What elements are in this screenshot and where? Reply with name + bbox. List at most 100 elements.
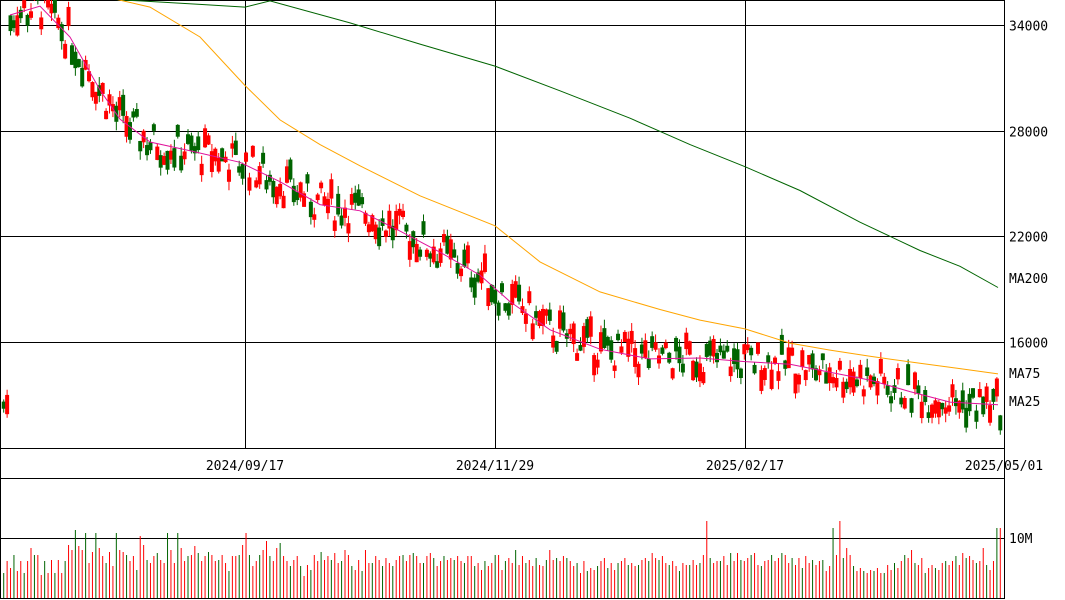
candle	[244, 151, 249, 165]
candle	[158, 150, 163, 176]
candle	[336, 185, 341, 217]
candle	[438, 242, 443, 267]
candle	[5, 389, 10, 418]
candle	[558, 305, 563, 337]
candle	[267, 170, 272, 186]
candle	[441, 229, 446, 246]
candle	[636, 361, 641, 386]
candle	[957, 400, 962, 419]
candle	[674, 336, 679, 360]
candle	[534, 305, 539, 326]
candle	[448, 233, 453, 268]
candle	[496, 300, 501, 321]
candle	[339, 208, 344, 229]
candle	[319, 180, 324, 194]
candle	[168, 144, 173, 165]
candle	[216, 152, 221, 174]
candle	[909, 397, 914, 418]
candle	[407, 233, 412, 267]
candle	[827, 362, 832, 391]
candle	[807, 354, 812, 372]
candle	[424, 248, 429, 261]
candle	[56, 14, 61, 31]
candle	[131, 108, 136, 122]
candle	[974, 404, 979, 429]
candle	[684, 327, 689, 356]
candle	[633, 340, 638, 374]
candle	[124, 111, 129, 143]
candle	[639, 337, 644, 360]
candle	[554, 340, 559, 355]
candle	[940, 402, 945, 416]
candle	[872, 373, 877, 387]
candle	[203, 124, 208, 149]
candle	[588, 311, 593, 345]
candle	[500, 281, 504, 296]
date-tick-label: 2024/09/17	[206, 459, 284, 474]
candle	[390, 219, 395, 249]
candle	[848, 360, 853, 395]
candle	[349, 187, 354, 210]
candle	[602, 319, 607, 349]
candle	[595, 352, 600, 375]
candle	[899, 391, 904, 408]
candle	[462, 243, 467, 268]
candle	[786, 339, 791, 369]
legend-ma75: MA75	[1009, 367, 1040, 382]
candle	[254, 177, 259, 189]
date-axis-labels: 2024/09/17 2024/11/29 2025/02/17 2025/05/01	[206, 459, 1043, 474]
candle	[926, 405, 931, 423]
candle	[964, 400, 969, 433]
candle	[885, 381, 890, 398]
candle	[646, 350, 651, 370]
candle	[728, 357, 733, 382]
candle	[520, 298, 525, 315]
candle	[261, 146, 266, 168]
candle	[906, 359, 911, 386]
candle	[233, 132, 238, 156]
candle	[694, 357, 699, 382]
candle	[851, 367, 856, 396]
price-tick-label: 28000	[1009, 126, 1048, 141]
candle	[46, 0, 51, 10]
candle	[793, 373, 798, 399]
candle	[366, 221, 371, 237]
candle	[527, 286, 532, 306]
moving-average-lines	[9, 0, 999, 406]
candle	[916, 380, 921, 400]
candle	[783, 359, 788, 376]
candle	[76, 58, 81, 68]
candle	[868, 374, 873, 390]
candle	[138, 140, 143, 160]
candle	[206, 133, 211, 146]
candle	[503, 302, 508, 313]
candle	[80, 60, 85, 88]
candle	[735, 342, 740, 378]
candle	[360, 192, 365, 209]
candle	[271, 179, 276, 204]
candle	[230, 135, 235, 158]
candle	[844, 378, 849, 393]
candle	[87, 64, 92, 83]
date-gridlines	[245, 0, 746, 448]
candle	[455, 255, 460, 279]
candle	[991, 388, 996, 410]
candle	[226, 163, 231, 191]
candle	[981, 396, 986, 417]
candle	[663, 339, 668, 350]
candle	[697, 355, 702, 388]
candle	[585, 316, 590, 344]
candle	[288, 157, 293, 183]
candle	[489, 284, 494, 306]
candle	[435, 253, 440, 269]
candle	[452, 242, 457, 258]
candle	[148, 139, 153, 154]
candle	[411, 230, 416, 254]
candle	[418, 246, 423, 261]
candle	[629, 323, 634, 353]
candle	[824, 363, 829, 384]
candle	[902, 395, 907, 410]
candle	[295, 185, 300, 206]
candle	[895, 363, 900, 385]
